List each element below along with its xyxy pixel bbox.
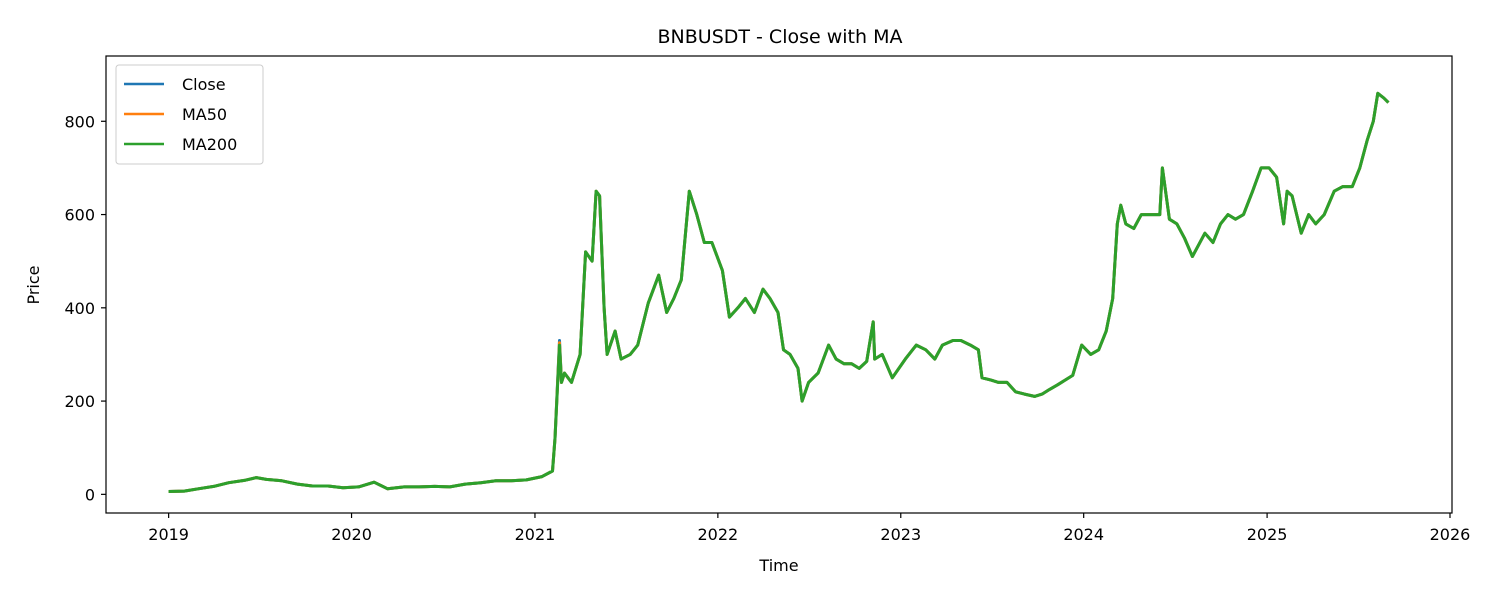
series-layer (168, 91, 1390, 493)
x-tick-label: 2019 (148, 525, 189, 544)
x-tick-label: 2021 (515, 525, 556, 544)
x-tick-label: 2022 (698, 525, 739, 544)
series-line-ma200 (168, 91, 1390, 493)
x-tick-label: 2024 (1063, 525, 1104, 544)
x-axis: 2019 2020 2021 2022 2023 2024 2025 2026 (148, 513, 1470, 544)
y-tick-label: 0 (85, 485, 95, 504)
legend: Close MA50 MA200 (115, 64, 264, 165)
x-tick-label: 2020 (331, 525, 372, 544)
y-tick-label: 800 (64, 112, 95, 131)
y-tick-label: 600 (64, 206, 95, 225)
legend-box (115, 64, 264, 165)
legend-label-close: Close (182, 75, 226, 94)
x-tick-label: 2026 (1430, 525, 1471, 544)
x-tick-label: 2025 (1247, 525, 1288, 544)
y-axis-label: Price (24, 265, 43, 304)
legend-label-ma50: MA50 (182, 105, 227, 124)
y-axis: 0 200 400 600 800 (64, 112, 106, 504)
chart-title: BNBUSDT - Close with MA (658, 26, 903, 48)
x-axis-label: Time (758, 556, 798, 575)
x-tick-label: 2023 (880, 525, 921, 544)
y-tick-label: 200 (64, 392, 95, 411)
legend-label-ma200: MA200 (182, 135, 237, 154)
plot-frame (105, 55, 1453, 514)
y-tick-label: 400 (64, 299, 95, 318)
